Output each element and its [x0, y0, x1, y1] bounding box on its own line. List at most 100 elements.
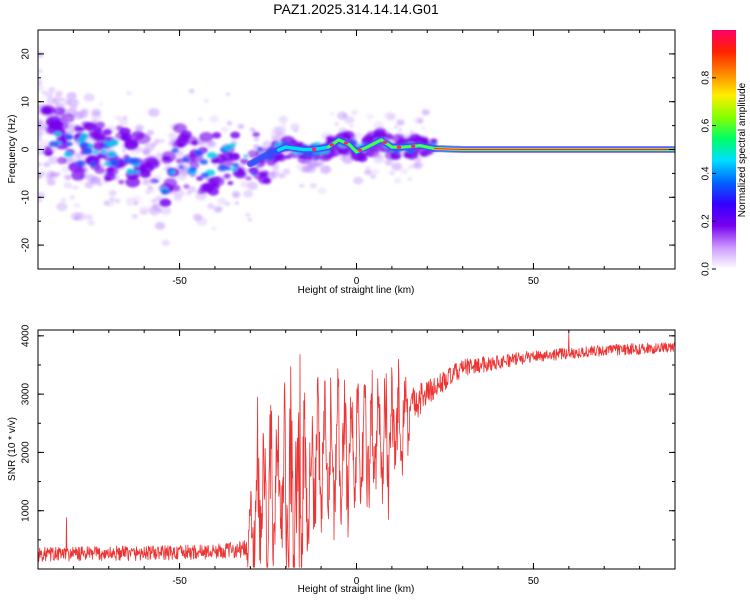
heatmap-speckle — [114, 198, 121, 204]
heatmap-speckle — [38, 130, 44, 137]
snr-y-tick-label: 1000 — [21, 499, 32, 522]
heatmap-speckle — [290, 123, 300, 131]
ridge-red-core — [433, 148, 675, 150]
heatmap-core-blob — [230, 131, 241, 139]
heatmap-highlight-blob — [200, 172, 210, 179]
heatmap-speckle — [159, 138, 166, 143]
heatmap-speckle — [397, 128, 403, 132]
heatmap-speckle — [145, 190, 151, 195]
heatmap-core-blob — [56, 121, 69, 130]
heatmap-speckle — [98, 182, 103, 187]
ridge-hotspot — [329, 143, 334, 147]
heatmap-core-blob — [253, 171, 265, 180]
heatmap-speckle — [85, 214, 93, 221]
heatmap-speckle — [60, 166, 70, 173]
heatmap-highlight-blob — [206, 151, 217, 159]
heatmap-highlight-blob — [64, 134, 74, 140]
colorbar-tick-label: 0.8 — [701, 70, 712, 84]
heatmap-speckle — [310, 183, 317, 189]
heatmap-core-blob — [365, 135, 374, 142]
heatmap-speckle — [389, 170, 395, 176]
heatmap-speckle — [41, 90, 48, 96]
heatmap-speckle — [353, 176, 364, 185]
heatmap-core-blob — [177, 142, 185, 148]
heatmap-speckle — [414, 116, 424, 124]
heatmap-highlight-blob — [178, 165, 184, 169]
snr-series-line — [38, 332, 675, 568]
snr-y-tick-label: 2000 — [21, 441, 32, 464]
heatmap-core-blob — [212, 132, 222, 139]
heatmap-speckle — [249, 127, 255, 132]
heatmap-highlight-blob — [217, 164, 227, 172]
heatmap-core-blob — [172, 123, 187, 134]
heatmap-highlight-blob — [48, 140, 59, 147]
colorbar-label: Normalized spectral amplitude — [737, 82, 748, 217]
heatmap-speckle — [77, 110, 89, 119]
heatmap-speckle — [408, 164, 414, 169]
heatmap-speckle — [209, 115, 219, 123]
heatmap-core-blob — [403, 152, 412, 159]
heatmap-speckle — [118, 118, 129, 126]
heatmap-core-blob — [364, 149, 375, 157]
heatmap-speckle — [334, 122, 340, 127]
heatmap-core-blob — [84, 121, 97, 131]
heatmap-speckle — [167, 132, 177, 140]
heatmap-speckle — [319, 165, 331, 175]
heatmap-speckle — [148, 207, 161, 216]
heatmap-speckle — [109, 196, 115, 202]
heatmap-speckle — [122, 149, 127, 153]
heatmap-highlight-blob — [83, 148, 93, 155]
heatmap-speckle — [391, 162, 403, 171]
snr-y-tick-label: 3000 — [21, 383, 32, 406]
heatmap-core-blob — [44, 145, 52, 151]
heatmap-y-tick-label: 0 — [21, 146, 32, 152]
heatmap-x-tick-label: 0 — [354, 276, 360, 287]
heatmap-speckle — [176, 172, 188, 181]
heatmap-highlight-blob — [243, 154, 248, 158]
heatmap-highlight-blob — [105, 142, 114, 148]
snr-y-tick-label: 4000 — [21, 324, 32, 347]
heatmap-speckle — [38, 79, 43, 86]
heatmap-speckle — [281, 122, 286, 126]
heatmap-panel: -50 0 50 -20 -10 0 10 20 Height of straight lin… — [7, 29, 676, 296]
heatmap-core-blob — [52, 106, 66, 116]
heatmap-core-blob — [229, 152, 240, 161]
heatmap-speckle — [317, 187, 327, 195]
heatmap-speckle — [341, 154, 354, 164]
heatmap-core-blob — [185, 136, 198, 145]
heatmap-speckle — [226, 92, 231, 96]
heatmap-speckle — [278, 115, 288, 123]
heatmap-core-blob — [104, 176, 112, 182]
heatmap-core-blob — [325, 136, 332, 141]
heatmap-highlight-blob — [189, 166, 197, 172]
heatmap-speckle — [186, 191, 192, 196]
heatmap-speckle — [220, 126, 229, 133]
heatmap-core-blob — [124, 138, 139, 148]
heatmap-highlight-blob — [110, 160, 117, 165]
heatmap-highlight-blob — [66, 141, 74, 147]
heatmap-speckle — [237, 123, 245, 130]
heatmap-speckle — [87, 220, 95, 226]
ridge-hotspot — [343, 141, 349, 145]
heatmap-core-blob — [223, 173, 231, 179]
heatmap-speckle — [38, 83, 44, 92]
heatmap-speckle — [103, 200, 110, 206]
heatmap-speckle — [299, 183, 305, 188]
heatmap-speckle — [175, 151, 185, 158]
heatmap-x-axis-label: Height of straight line (km) — [298, 285, 415, 296]
heatmap-highlight-blob — [76, 160, 86, 167]
heatmap-highlight-blob — [79, 141, 89, 149]
heatmap-speckle — [224, 201, 231, 207]
heatmap-speckle — [226, 121, 233, 126]
heatmap-speckle — [234, 201, 240, 205]
heatmap-core-blob — [252, 131, 260, 138]
heatmap-speckle — [38, 198, 43, 203]
heatmap-speckle — [246, 181, 258, 191]
heatmap-speckle — [152, 203, 159, 208]
heatmap-core-blob — [118, 179, 125, 185]
heatmap-core-blob — [212, 182, 219, 187]
heatmap-speckle — [208, 140, 216, 147]
figure-title: PAZ1.2025.314.14.14.G01 — [273, 1, 439, 17]
heatmap-core-blob — [199, 132, 214, 143]
heatmap-speckle — [396, 119, 405, 126]
